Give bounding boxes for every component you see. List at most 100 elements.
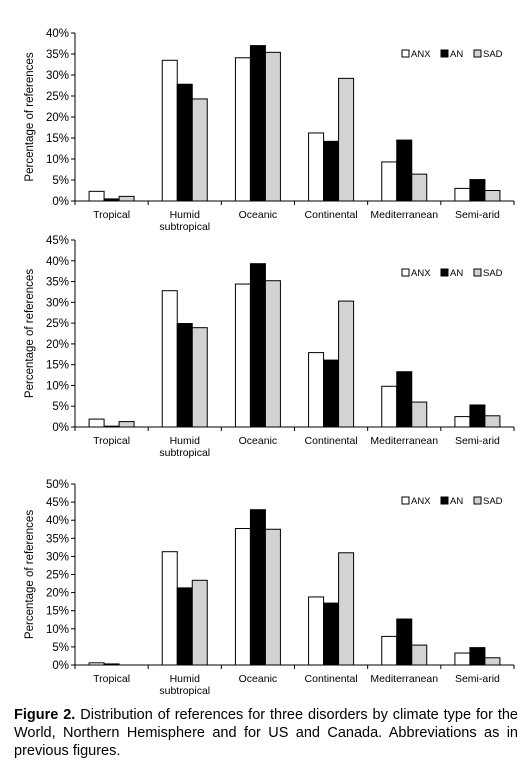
bar-sad bbox=[484, 657, 501, 666]
x-tick-label: Tropical bbox=[93, 673, 130, 685]
x-tick-label-line: Tropical bbox=[93, 209, 130, 221]
x-tick-label-line: subtropical bbox=[159, 447, 210, 459]
bar-an bbox=[469, 179, 486, 202]
bar-anx bbox=[308, 596, 325, 666]
bar-sad bbox=[338, 77, 355, 202]
y-tick-label: 20% bbox=[46, 339, 69, 351]
x-tick-label: Humid subtropical bbox=[159, 209, 210, 233]
x-tick-label-line: Mediterranean bbox=[370, 435, 438, 447]
bar-an bbox=[249, 45, 266, 202]
x-tick-label: Semi-arid bbox=[455, 435, 500, 447]
legend-label-an: AN bbox=[450, 49, 463, 60]
y-tick-label: 0% bbox=[52, 196, 69, 208]
figure-caption: Figure 2. Distribution of references for… bbox=[14, 706, 518, 760]
x-tick-label-line: Mediterranean bbox=[370, 209, 438, 221]
bar-anx bbox=[381, 635, 398, 666]
bar-an bbox=[469, 404, 486, 428]
x-tick-label-line: Oceanic bbox=[239, 209, 278, 221]
bar-sad bbox=[264, 280, 281, 428]
bar-an bbox=[323, 140, 340, 202]
chart-world: 0% 5% 10% 15% 20% 25% 30% 35% 40% Percentage of r… bbox=[24, 28, 515, 233]
x-tick-label-line: Tropical bbox=[93, 673, 130, 685]
bar-an bbox=[103, 425, 120, 428]
legend-swatch-anx bbox=[401, 268, 410, 277]
x-tick-label: Mediterranean bbox=[370, 673, 438, 685]
bar-anx bbox=[161, 290, 178, 428]
bar-an bbox=[323, 602, 340, 666]
legend-swatch-sad bbox=[473, 496, 482, 505]
bar-sad bbox=[118, 421, 135, 428]
y-tick-label: 5% bbox=[52, 401, 69, 413]
bar-anx bbox=[161, 551, 178, 666]
bar-sad bbox=[484, 190, 501, 202]
bar-an bbox=[176, 323, 193, 428]
bar-sad bbox=[411, 173, 428, 202]
x-tick-label: Oceanic bbox=[239, 435, 278, 447]
bar-sad bbox=[484, 415, 501, 428]
bar-sad bbox=[118, 195, 135, 202]
bar-anx bbox=[454, 416, 471, 428]
x-tick-label: Humid subtropical bbox=[159, 673, 210, 697]
figure-charts: 0% 5% 10% 15% 20% 25% 30% 35% 40% Percentage of r… bbox=[24, 28, 515, 697]
x-tick-label: Mediterranean bbox=[370, 435, 438, 447]
bar-an bbox=[396, 618, 413, 666]
x-tick-label-line: Continental bbox=[305, 435, 358, 447]
bar-an bbox=[396, 139, 413, 202]
y-tick-label: 15% bbox=[46, 606, 69, 618]
y-tick-label: 35% bbox=[46, 533, 69, 545]
legend-swatch-anx bbox=[401, 49, 410, 58]
bar-anx bbox=[454, 187, 471, 202]
bar-an bbox=[323, 359, 340, 428]
x-tick-label-line: Oceanic bbox=[239, 673, 278, 685]
y-tick-label: 20% bbox=[46, 112, 69, 124]
y-tick-label: 20% bbox=[46, 588, 69, 600]
y-tick-label: 25% bbox=[46, 91, 69, 103]
chart-us-canada: 0% 5% 10% 15% 20% 25% 30% 35% 40% 45% 50% Percentag… bbox=[24, 479, 515, 697]
caption-label: Figure 2. bbox=[14, 707, 76, 723]
y-tick-label: 5% bbox=[52, 642, 69, 654]
legend-swatch-sad bbox=[473, 268, 482, 277]
legend-swatch-an bbox=[440, 268, 449, 277]
y-axis-title: Percentage of references bbox=[24, 510, 36, 639]
y-tick-label: 25% bbox=[46, 570, 69, 582]
legend-label-anx: ANX bbox=[411, 496, 431, 507]
y-tick-label: 0% bbox=[52, 422, 69, 434]
bar-sad bbox=[264, 51, 281, 202]
x-tick-label-line: Oceanic bbox=[239, 435, 278, 447]
legend-label-sad: SAD bbox=[483, 496, 503, 507]
x-tick-label-line: Semi-arid bbox=[455, 209, 500, 221]
x-tick-label: Oceanic bbox=[239, 673, 278, 685]
y-tick-label: 10% bbox=[46, 154, 69, 166]
x-tick-label-line: subtropical bbox=[159, 685, 210, 697]
bar-sad bbox=[264, 528, 281, 666]
x-tick-label-line: Humid bbox=[170, 209, 201, 221]
y-tick-label: 15% bbox=[46, 360, 69, 372]
bar-sad bbox=[411, 644, 428, 666]
bar-anx bbox=[234, 283, 251, 428]
y-tick-label: 25% bbox=[46, 318, 69, 330]
y-tick-label: 45% bbox=[46, 497, 69, 509]
x-tick-label-line: Tropical bbox=[93, 435, 130, 447]
x-tick-label-line: Continental bbox=[305, 209, 358, 221]
y-tick-label: 40% bbox=[46, 256, 69, 268]
y-tick-label: 40% bbox=[46, 515, 69, 527]
bar-sad bbox=[191, 327, 208, 428]
legend-label-sad: SAD bbox=[483, 49, 503, 60]
bar-an bbox=[176, 587, 193, 666]
x-tick-label-line: subtropical bbox=[159, 221, 210, 233]
bar-sad bbox=[338, 552, 355, 666]
bar-anx bbox=[88, 190, 105, 202]
x-tick-label: Semi-arid bbox=[455, 209, 500, 221]
bar-an bbox=[249, 263, 266, 428]
bar-anx bbox=[161, 59, 178, 202]
legend-label-anx: ANX bbox=[411, 268, 431, 279]
bar-anx bbox=[381, 385, 398, 428]
bar-anx bbox=[308, 352, 325, 428]
y-tick-label: 40% bbox=[46, 28, 69, 40]
legend-swatch-an bbox=[440, 49, 449, 58]
bar-an bbox=[103, 198, 120, 202]
y-tick-label: 15% bbox=[46, 133, 69, 145]
y-tick-label: 10% bbox=[46, 380, 69, 392]
bar-sad bbox=[411, 401, 428, 428]
bar-an bbox=[396, 371, 413, 428]
